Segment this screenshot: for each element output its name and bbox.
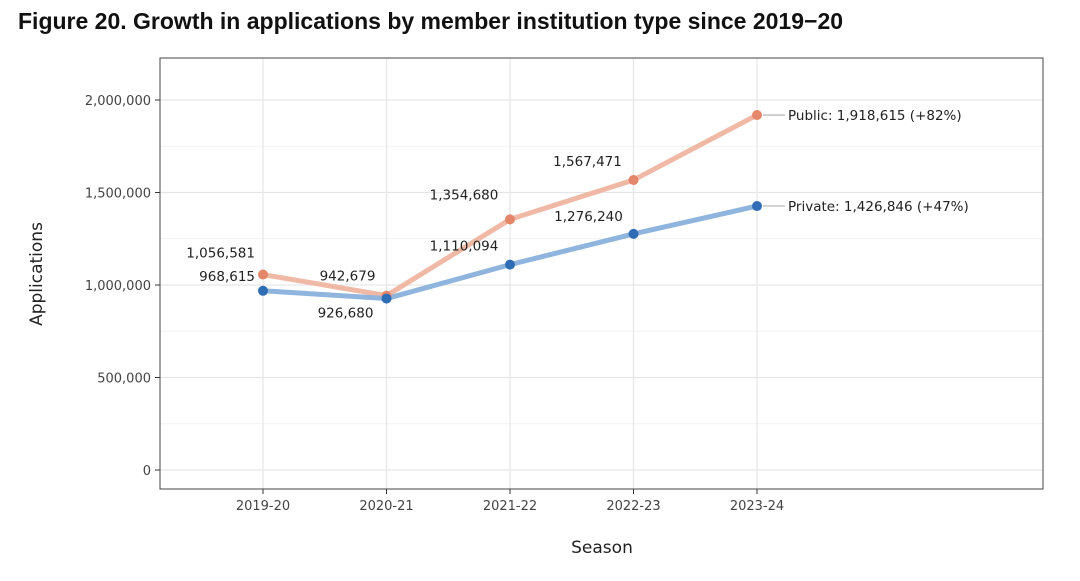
x-tick-label: 2022-23 (606, 499, 660, 514)
data-point-private (628, 228, 639, 239)
data-point-private (258, 285, 268, 296)
data-point-private (505, 259, 515, 270)
data-point-public (258, 269, 268, 280)
data-point-public (752, 110, 762, 121)
data-label: 926,680 (318, 306, 374, 322)
y-tick-label: 0 (143, 464, 151, 479)
data-point-public (628, 175, 639, 186)
data-point-private (381, 293, 392, 304)
x-tick-label: 2020-21 (359, 499, 413, 514)
data-point-private (752, 201, 762, 212)
y-tick-label: 500,000 (97, 372, 151, 387)
end-label-private: Private: 1,426,846 (+47%) (788, 199, 969, 215)
y-tick-label: 1,000,000 (85, 279, 151, 294)
data-label: 1,354,680 (430, 187, 499, 203)
y-axis-title: Applications (27, 222, 47, 326)
y-tick-label: 1,500,000 (85, 187, 151, 202)
data-label: 968,615 (199, 269, 255, 285)
y-tick-label: 2,000,000 (85, 94, 151, 109)
x-tick-label: 2021-22 (483, 499, 537, 514)
data-label: 1,276,240 (554, 209, 623, 225)
data-label: 1,567,471 (553, 154, 622, 170)
x-tick-label: 2019-20 (236, 499, 290, 514)
data-point-public (505, 214, 515, 225)
data-label: 942,679 (320, 269, 376, 285)
x-axis-title: Season (571, 538, 633, 558)
data-label: 1,056,581 (186, 246, 255, 262)
x-tick-label: 2023-24 (730, 499, 784, 514)
data-label: 1,110,094 (430, 239, 499, 255)
figure-title: Figure 20. Growth in applications by mem… (18, 8, 844, 34)
end-label-public: Public: 1,918,615 (+82%) (788, 108, 962, 124)
plot-frame (159, 57, 1044, 490)
